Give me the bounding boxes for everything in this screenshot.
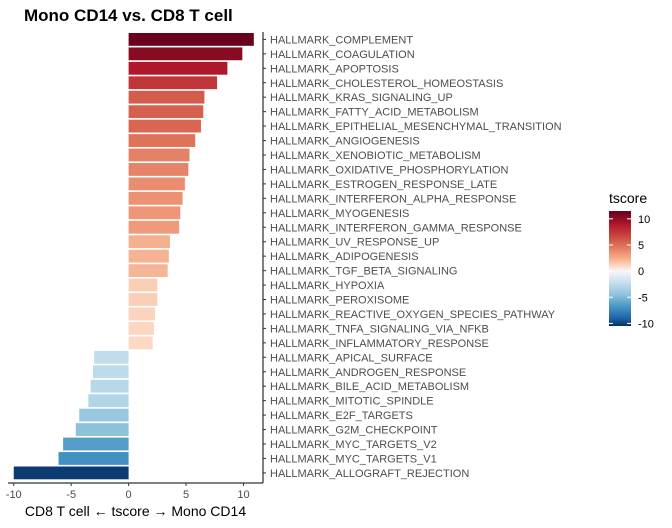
bar [93,365,129,379]
legend-colorbar [609,211,631,326]
legend-tick-label: -5 [638,292,648,304]
category-label: HALLMARK_ANGIOGENESIS [270,136,420,148]
bar [128,278,158,292]
bar [128,264,168,277]
category-label: HALLMARK_TGF_BETA_SIGNALING [270,266,457,278]
bar [128,191,183,205]
category-label: HALLMARK_MYC_TARGETS_V2 [270,439,437,451]
category-label: HALLMARK_ALLOGRAFT_REJECTION [270,468,469,480]
legend-tick-label: 5 [638,240,644,252]
category-label: HALLMARK_APICAL_SURFACE [270,352,433,364]
bar [128,47,243,61]
bar [88,394,129,408]
bar [128,33,254,46]
bar [128,148,190,162]
category-label: HALLMARK_INFLAMMATORY_RESPONSE [270,338,489,350]
x-tick-label: 0 [126,489,132,501]
color-legend: tscore 10 5 0 -5 -10 [609,190,654,330]
category-label: HALLMARK_PEROXISOME [270,295,409,307]
x-tick-label: -10 [6,489,22,501]
bar [128,336,153,350]
bar [128,76,218,90]
category-label: HALLMARK_ESTROGEN_RESPONSE_LATE [270,179,497,191]
category-label: HALLMARK_FATTY_ACID_METABOLISM [270,107,479,119]
category-label: HALLMARK_INTERFERON_GAMMA_RESPONSE [270,222,522,234]
category-label: HALLMARK_MYOGENESIS [270,208,409,220]
x-tick-label: 5 [183,489,189,501]
category-label: HALLMARK_INTERFERON_ALPHA_RESPONSE [270,193,516,205]
legend-ticks-group: 10 5 0 -5 -10 [609,214,654,330]
bar [128,235,170,249]
category-label: HALLMARK_REACTIVE_OXYGEN_SPECIES_PATHWAY [270,309,556,321]
category-label: HALLMARK_CHOLESTEROL_HOMEOSTASIS [270,78,503,90]
x-tick-label: -5 [66,489,76,501]
bar [128,61,228,75]
bar [128,177,185,191]
category-label: HALLMARK_TNFA_SIGNALING_VIA_NFKB [270,323,489,335]
bar [128,90,205,104]
bar [128,134,196,147]
legend-tick-label: 10 [638,214,650,226]
category-label: HALLMARK_EPITHELIAL_MESENCHYMAL_TRANSITI… [270,121,562,133]
bar [128,249,169,263]
legend-tick-label: 0 [638,266,644,278]
category-label: HALLMARK_G2M_CHECKPOINT [270,425,438,437]
bar [79,408,129,422]
x-ticks-group: -10 -5 0 5 10 [6,483,250,501]
x-axis-title: CD8 T cell ← tscore → Mono CD14 [25,503,246,519]
category-label: HALLMARK_MITOTIC_SPINDLE [270,396,434,408]
category-label: HALLMARK_E2F_TARGETS [270,410,413,422]
legend-tick-label: -10 [638,318,654,330]
bar [58,452,129,465]
bar [94,350,129,364]
bar [128,220,180,234]
bar [63,437,129,451]
category-label: HALLMARK_HYPOXIA [270,280,385,292]
category-label: HALLMARK_COAGULATION [270,49,415,61]
chart-title: Mono CD14 vs. CD8 T cell [24,6,233,25]
category-label: HALLMARK_BILE_ACID_METABOLISM [270,381,469,393]
bar [13,466,129,480]
bar [128,293,158,306]
bar [128,322,154,335]
legend-title: tscore [609,190,647,206]
category-label: HALLMARK_XENOBIOTIC_METABOLISM [270,150,481,162]
bar [75,423,129,436]
bar [128,307,156,321]
category-label: HALLMARK_ANDROGEN_RESPONSE [270,367,466,379]
bar [128,206,181,220]
category-label: HALLMARK_UV_RESPONSE_UP [270,237,439,249]
bar [90,379,129,393]
bar [128,105,204,119]
category-label: HALLMARK_ADIPOGENESIS [270,251,419,263]
category-label: HALLMARK_COMPLEMENT [270,34,413,46]
category-label: HALLMARK_OXIDATIVE_PHOSPHORYLATION [270,164,508,176]
category-label: HALLMARK_MYC_TARGETS_V1 [270,453,437,465]
x-tick-label: 10 [237,489,249,501]
category-labels-group: HALLMARK_COMPLEMENT HALLMARK_COAGULATION H… [263,34,562,480]
bars-group [13,33,254,480]
bar [128,119,201,133]
category-label: HALLMARK_KRAS_SIGNALING_UP [270,92,453,104]
bar [128,163,189,176]
category-label: HALLMARK_APOPTOSIS [270,63,399,75]
